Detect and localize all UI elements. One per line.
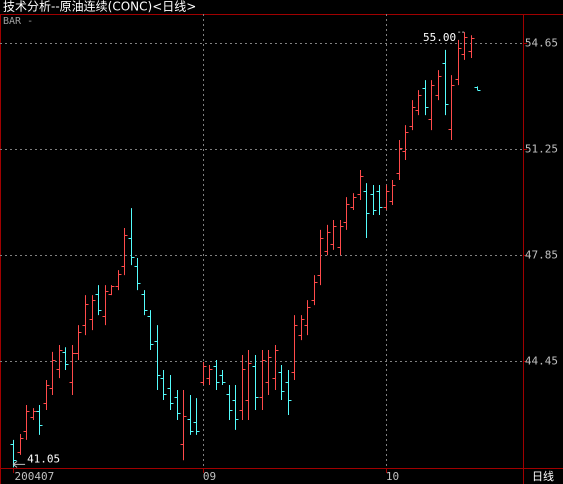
y-tick-label: 51.25 — [525, 143, 558, 156]
low-label: 41.05 — [27, 452, 60, 465]
x-tick-label: 200407 — [15, 470, 55, 483]
low-arrow — [12, 460, 26, 468]
y-tick-label: 47.85 — [525, 249, 558, 262]
y-tick-label: 44.45 — [525, 355, 558, 368]
chart-title: 技术分析--原油连续(CONC)<日线> — [3, 0, 196, 14]
y-tick-label: 54.65 — [525, 37, 558, 50]
chart-subtitle: BAR - — [3, 16, 33, 27]
x-tick-label: 10 — [386, 470, 399, 483]
high-label: 55.00 — [423, 31, 456, 44]
x-tick-label: 09 — [203, 470, 216, 483]
period-label: 日线 — [532, 469, 554, 483]
